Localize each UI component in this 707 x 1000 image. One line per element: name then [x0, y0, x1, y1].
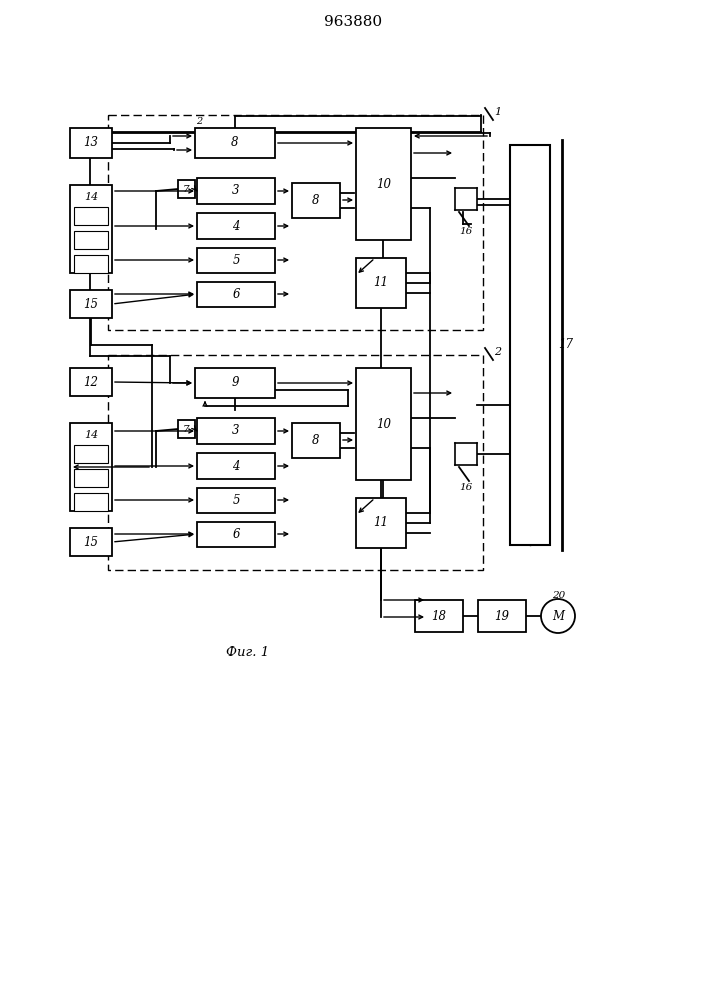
Text: 16: 16 [460, 228, 472, 236]
Text: 11: 11 [373, 516, 389, 530]
Text: 1: 1 [494, 107, 501, 117]
Bar [356, 258, 406, 308]
Bar [195, 368, 275, 398]
Text: 14: 14 [84, 430, 98, 440]
Text: 4: 4 [233, 220, 240, 232]
Bar [197, 178, 275, 204]
Bar [70, 528, 112, 556]
Text: 10: 10 [376, 178, 391, 190]
Text: 11: 11 [373, 276, 389, 290]
Text: 17: 17 [558, 338, 573, 352]
Bar [108, 115, 483, 330]
Bar [74, 493, 108, 511]
Text: 8: 8 [312, 194, 320, 207]
Text: 7: 7 [183, 184, 189, 194]
Bar [356, 128, 411, 240]
Bar [455, 188, 477, 210]
Text: 6: 6 [233, 288, 240, 301]
Bar [356, 368, 411, 480]
Text: 6: 6 [233, 528, 240, 541]
Text: 12: 12 [83, 375, 98, 388]
Text: 3: 3 [233, 184, 240, 198]
Bar [70, 185, 112, 273]
Bar [74, 445, 108, 463]
Text: 2: 2 [196, 117, 202, 126]
Text: 19: 19 [494, 609, 510, 622]
Bar [197, 418, 275, 444]
Bar [70, 423, 112, 511]
Text: 14: 14 [84, 192, 98, 202]
Bar [70, 128, 112, 158]
Text: 3: 3 [233, 424, 240, 438]
Text: 4: 4 [233, 460, 240, 473]
Text: 18: 18 [431, 609, 447, 622]
Bar [178, 180, 195, 198]
Bar [415, 600, 463, 632]
Text: M: M [552, 609, 564, 622]
Text: 5: 5 [233, 494, 240, 507]
Bar [478, 600, 526, 632]
Bar [455, 443, 477, 465]
Text: 8: 8 [312, 434, 320, 447]
Text: 8: 8 [231, 136, 239, 149]
Text: Фиг. 1: Фиг. 1 [226, 646, 269, 658]
Text: 9: 9 [231, 376, 239, 389]
Bar [292, 183, 340, 218]
Circle shape [541, 599, 575, 633]
Bar [195, 128, 275, 158]
Bar [510, 145, 550, 545]
Bar [292, 423, 340, 458]
Bar [108, 355, 483, 570]
Text: 13: 13 [83, 136, 98, 149]
Text: 5: 5 [233, 254, 240, 267]
Bar [74, 255, 108, 273]
Bar [178, 420, 195, 438]
Text: 15: 15 [83, 536, 98, 548]
Text: 963880: 963880 [324, 15, 382, 29]
Text: 10: 10 [376, 418, 391, 430]
Bar [197, 282, 275, 307]
Bar [70, 290, 112, 318]
Bar [70, 368, 112, 396]
Bar [197, 248, 275, 273]
Text: 16: 16 [460, 483, 472, 491]
Text: 15: 15 [83, 298, 98, 310]
Bar [74, 469, 108, 487]
Text: 7: 7 [183, 424, 189, 434]
Bar [197, 213, 275, 239]
Bar [74, 231, 108, 249]
Text: 20: 20 [552, 591, 566, 600]
Bar [197, 488, 275, 513]
Bar [74, 207, 108, 225]
Text: 2: 2 [494, 347, 501, 357]
Bar [356, 498, 406, 548]
Bar [197, 453, 275, 479]
Bar [197, 522, 275, 547]
